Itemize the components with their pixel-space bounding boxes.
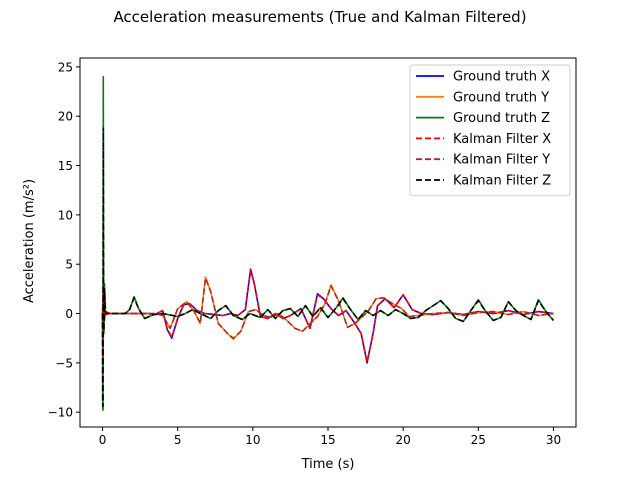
y-tick-label: −5	[55, 356, 73, 370]
legend-label: Kalman Filter Z	[453, 174, 551, 189]
legend-label: Kalman Filter X	[453, 132, 551, 147]
series-line-1	[101, 268, 554, 369]
series-line-2	[101, 276, 554, 340]
plot-area	[79, 57, 577, 428]
y-tick-label: 10	[58, 208, 73, 222]
x-tick-label: 10	[245, 433, 260, 447]
y-tick-label: 0	[65, 307, 73, 321]
x-axis-ticks: 0 5 10 15 20 25 30	[99, 427, 561, 447]
x-tick-label: 30	[546, 433, 561, 447]
y-tick-label: 20	[58, 110, 73, 124]
legend: Ground truth X Ground truth Y Ground truth…	[409, 64, 571, 197]
series-line-5	[101, 277, 554, 339]
y-axis-ticks: −10 −5 0 5 10 15 20 25	[48, 60, 80, 420]
x-tick-label: 0	[99, 433, 107, 447]
legend-label: Ground truth Y	[453, 90, 549, 105]
x-tick-label: 15	[320, 433, 335, 447]
y-tick-label: 15	[58, 159, 73, 173]
x-axis-label: Time (s)	[301, 457, 355, 472]
x-tick-label: 25	[471, 433, 486, 447]
legend-box	[409, 64, 571, 197]
y-axis-label: Acceleration (m/s²)	[22, 179, 37, 303]
legend-label: Ground truth X	[453, 70, 550, 85]
x-tick-label: 20	[396, 433, 411, 447]
y-tick-label: 5	[65, 258, 73, 272]
chart-title: Acceleration measurements (True and Kalm…	[113, 8, 526, 26]
series-line-6	[101, 127, 555, 408]
legend-label: Kalman Filter Y	[453, 153, 550, 168]
y-tick-label: 25	[58, 60, 73, 74]
y-tick-label: −10	[48, 406, 73, 420]
x-tick-label: 5	[174, 433, 182, 447]
series-line-4	[101, 269, 554, 364]
legend-label: Ground truth Z	[453, 111, 550, 126]
series-lines	[101, 75, 555, 412]
